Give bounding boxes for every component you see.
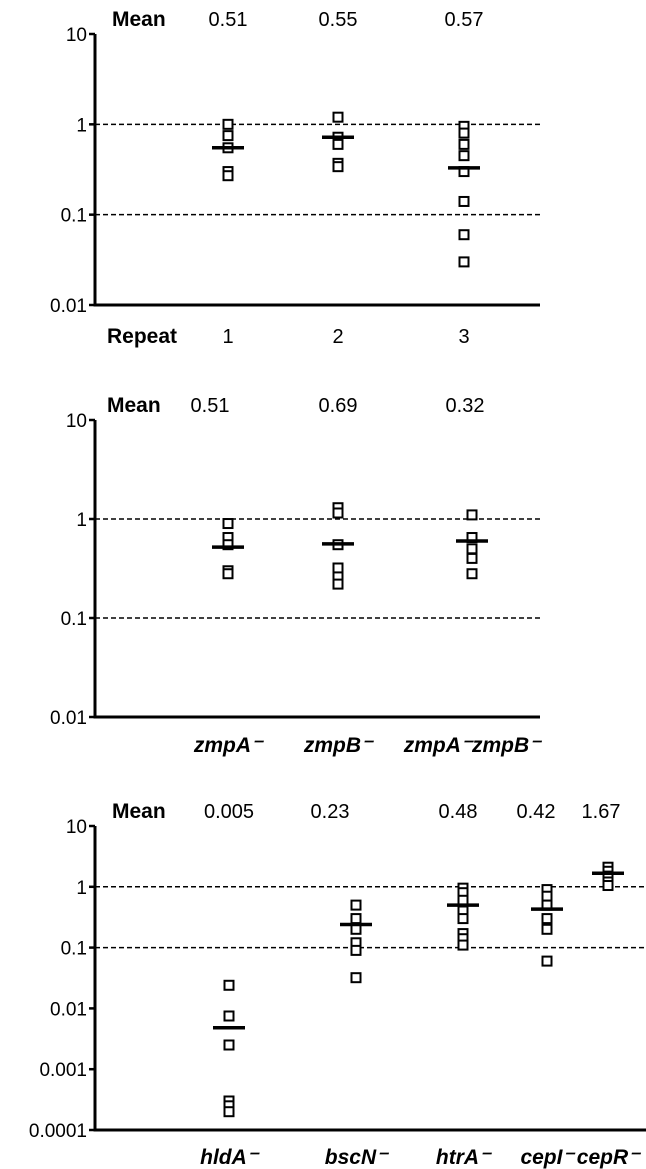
category-label: cepR⁻ xyxy=(577,1146,641,1169)
mean-label: Mean xyxy=(112,800,166,823)
data-point xyxy=(458,138,470,150)
y-tick-label: 0.01 xyxy=(50,999,87,1020)
category-label: 3 xyxy=(458,326,469,348)
data-point xyxy=(466,509,478,521)
mean-value: 0.48 xyxy=(439,801,478,823)
y-tick-label: 0.0001 xyxy=(29,1121,87,1142)
data-point xyxy=(457,939,469,951)
panel-other-mutants: 10 1 0.1 0.01 0.001 0.0001 Mean 0.005 0.23 0.48 0.… xyxy=(29,800,646,1169)
data-point xyxy=(332,578,344,590)
data-point xyxy=(458,150,470,162)
mean-value: 0.32 xyxy=(446,395,485,417)
data-point xyxy=(541,955,553,967)
data-point xyxy=(222,568,234,580)
data-point xyxy=(332,111,344,123)
x-axis-title: Repeat xyxy=(107,325,177,348)
data-point xyxy=(350,972,362,984)
y-tick-label: 10 xyxy=(66,817,87,838)
data-point xyxy=(223,979,235,991)
data-point xyxy=(350,913,362,925)
category-label: zmpB⁻ xyxy=(303,734,374,757)
data-point xyxy=(458,256,470,268)
data-point xyxy=(222,170,234,182)
mean-value: 1.67 xyxy=(582,801,621,823)
y-tick-label: 1 xyxy=(76,510,87,531)
y-tick-label: 0.1 xyxy=(61,939,87,960)
data-point xyxy=(350,944,362,956)
y-tick-label: 1 xyxy=(76,878,87,899)
mean-value: 0.57 xyxy=(445,9,484,31)
mean-value: 0.55 xyxy=(319,9,358,31)
mean-value: 0.69 xyxy=(319,395,358,417)
mean-value: 0.23 xyxy=(311,801,350,823)
data-point xyxy=(466,543,478,555)
data-point xyxy=(466,568,478,580)
data-point xyxy=(602,880,614,892)
panel-repeats: 10 1 0.1 0.01 Mean 0.51 0.55 0.57 Repeat 1 2 3 xyxy=(50,8,540,348)
y-tick-label: 1 xyxy=(76,115,87,136)
data-point xyxy=(541,890,553,902)
data-point xyxy=(222,518,234,530)
data-point xyxy=(466,552,478,564)
category-label: zmpA⁻zmpB⁻ xyxy=(403,734,542,757)
data-point xyxy=(222,130,234,142)
y-tick-label: 0.01 xyxy=(50,708,87,729)
mean-value: 0.51 xyxy=(191,395,230,417)
y-tick-label: 0.001 xyxy=(39,1060,87,1081)
mean-value: 0.42 xyxy=(517,801,556,823)
y-tick-label: 0.01 xyxy=(50,296,87,317)
mean-label: Mean xyxy=(107,394,161,417)
data-point xyxy=(222,118,234,130)
data-point xyxy=(458,127,470,139)
data-point xyxy=(223,1039,235,1051)
data-point xyxy=(223,1106,235,1118)
data-point xyxy=(222,539,234,551)
mean-label: Mean xyxy=(112,8,166,31)
data-point xyxy=(541,913,553,925)
y-tick-label: 0.1 xyxy=(61,206,87,227)
category-label: hldA⁻ xyxy=(200,1146,260,1169)
category-label: htrA⁻ xyxy=(436,1146,492,1169)
category-label: cepI⁻ xyxy=(520,1146,575,1169)
y-tick-label: 10 xyxy=(66,25,87,46)
data-point xyxy=(332,138,344,150)
category-label: 2 xyxy=(332,326,343,348)
y-tick-label: 10 xyxy=(66,411,87,432)
data-point xyxy=(458,195,470,207)
data-point xyxy=(350,899,362,911)
mean-value: 0.51 xyxy=(209,9,248,31)
data-point xyxy=(223,1010,235,1022)
mean-value: 0.005 xyxy=(204,801,254,823)
data-point xyxy=(332,562,344,574)
category-label: 1 xyxy=(222,326,233,348)
data-point xyxy=(458,229,470,241)
y-tick-label: 0.1 xyxy=(61,609,87,630)
data-point xyxy=(457,913,469,925)
category-label: bscN⁻ xyxy=(325,1146,389,1169)
data-point xyxy=(332,161,344,173)
category-label: zmpA⁻ xyxy=(193,734,264,757)
data-point xyxy=(541,923,553,935)
data-point xyxy=(332,507,344,519)
